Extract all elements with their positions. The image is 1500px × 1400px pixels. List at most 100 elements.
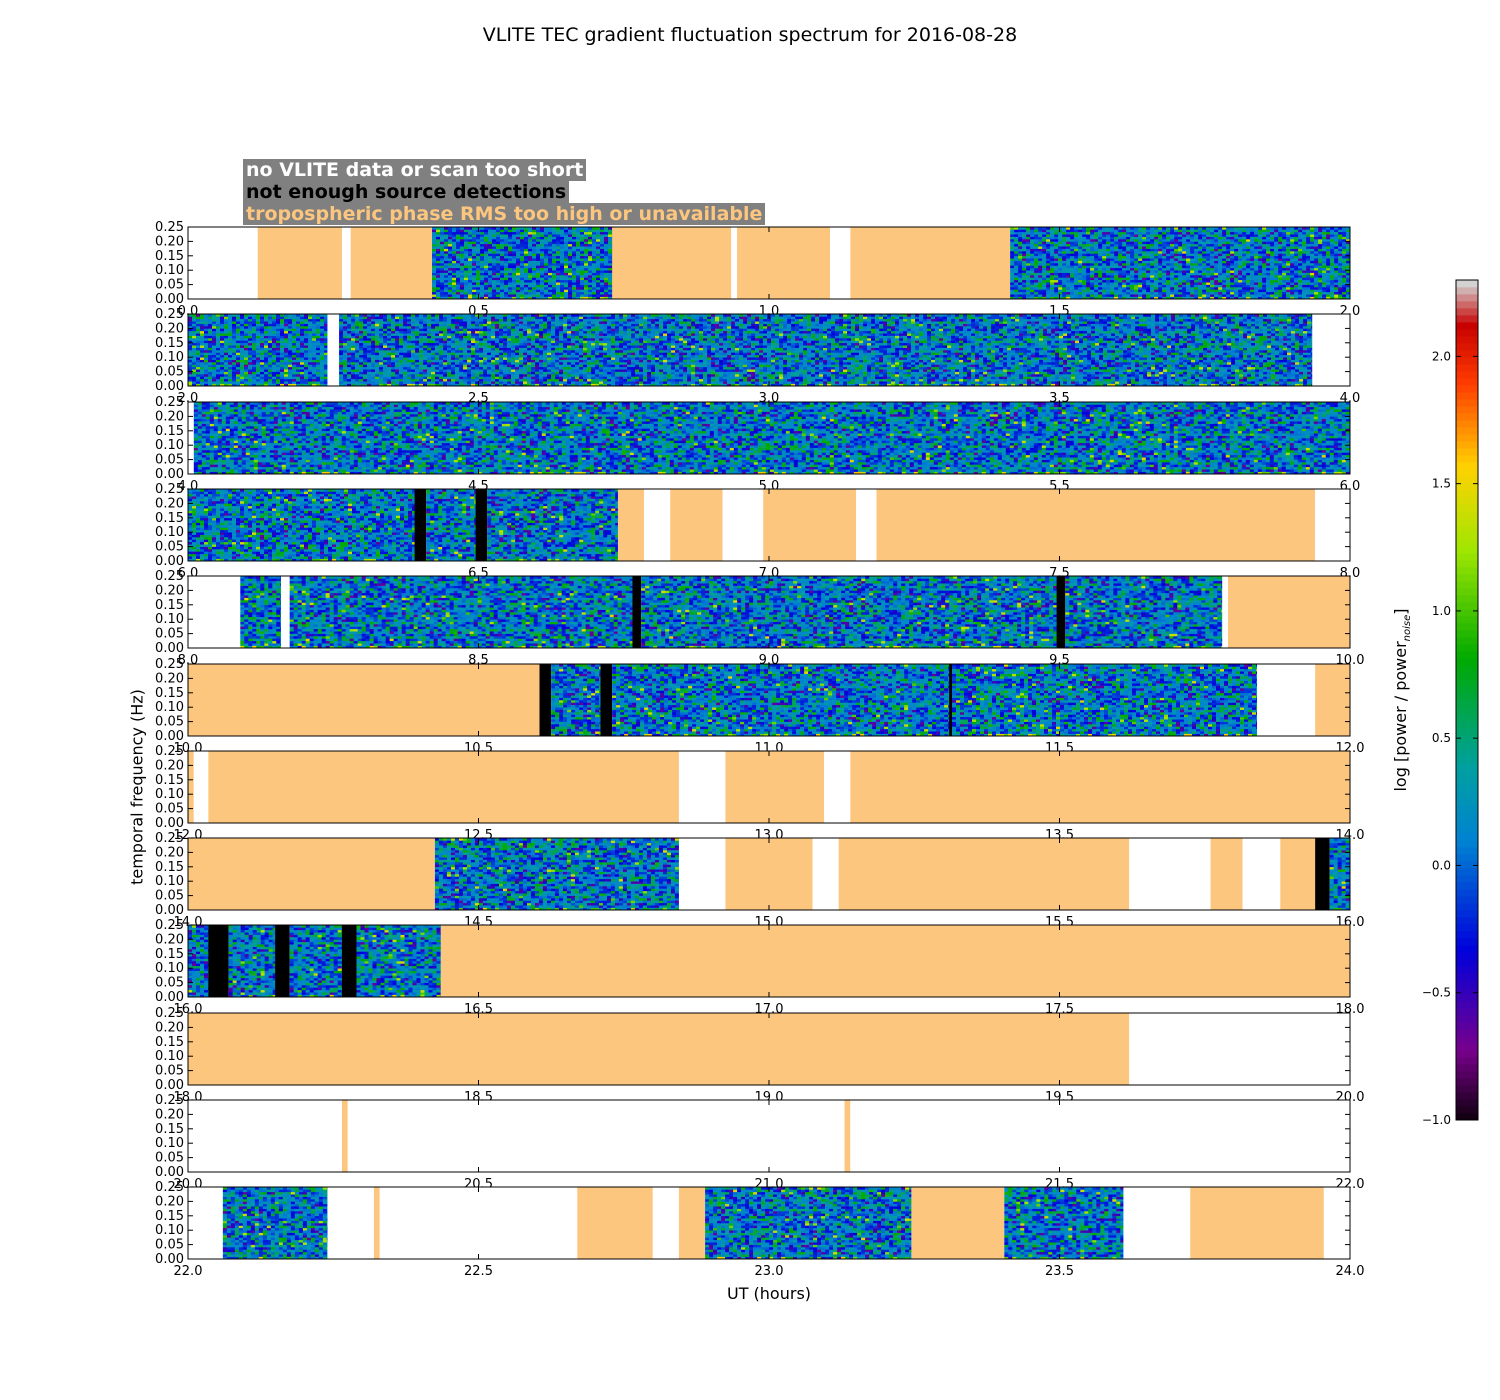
segment-na [188,664,540,736]
segment-data [356,925,441,997]
y-tick-label: 0.15 [155,1035,184,1050]
segment-white [188,1187,223,1259]
y-tick-label: 0.10 [155,612,184,627]
segment-white [1315,489,1350,561]
segment-black [1057,576,1066,648]
y-tick-label: 0.10 [155,438,184,453]
segment-white [723,489,764,561]
segment-white [327,1187,373,1259]
x-tick-label: 22.0 [174,1264,203,1279]
segment-na [441,925,1350,997]
y-tick-label: 0.25 [155,1180,184,1195]
x-axis-label: UT (hours) [727,1284,811,1303]
segment-na [208,751,679,823]
segment-data [229,925,276,997]
y-tick-label: 0.10 [155,961,184,976]
segment-na [188,751,194,823]
segment-na [612,227,731,299]
x-tick-label: 24.0 [1336,1264,1365,1279]
y-tick-label: 0.20 [155,932,184,947]
segment-white [644,489,670,561]
segment-white [188,227,258,299]
segment-na [670,489,722,561]
segment-na [850,751,1350,823]
colorbar-tick-label: 1.0 [1432,604,1451,618]
y-tick-label: 0.05 [155,1238,184,1253]
colorbar-tick-label: 2.0 [1432,349,1451,363]
y-tick-label: 0.05 [155,1064,184,1079]
segment-white [1324,1187,1350,1259]
segment-na [188,838,435,910]
y-tick-label: 0.05 [155,627,184,642]
y-tick-label: 0.15 [155,424,184,439]
panel-2: 0.000.050.100.150.200.252.0 2.5 3.0 3.5 4.0 [155,307,1360,406]
colorbar-tick-label: 0.0 [1432,858,1451,872]
y-axis-label: temporal frequency (Hz) [128,689,147,885]
segment-na [839,838,1130,910]
segment-black [1315,838,1330,910]
panel-3: 0.000.050.100.150.200.254.0 4.5 5.0 5.5 6.0 [155,395,1360,494]
segment-white [1243,838,1281,910]
segment-data [290,925,343,997]
y-tick-label: 0.15 [155,947,184,962]
y-tick-label: 0.25 [155,482,184,497]
segment-data [426,489,476,561]
y-tick-label: 0.10 [155,350,184,365]
y-tick-label: 0.10 [155,787,184,802]
segment-black [342,925,357,997]
segment-black [949,664,952,736]
segment-na [1280,838,1315,910]
segment-na [1211,838,1243,910]
x-tick-label: 23.5 [1045,1264,1074,1279]
y-tick-label: 0.15 [155,773,184,788]
segment-na [1228,576,1350,648]
y-tick-label: 0.15 [155,336,184,351]
segment-black [632,576,641,648]
y-tick-label: 0.15 [155,1209,184,1224]
segment-na [577,1187,653,1259]
segment-data [1004,1187,1123,1259]
panel-1: 0.000.050.100.150.200.250.0 0.5 1.0 1.5 2.0 [155,220,1360,319]
segment-black [540,664,552,736]
segment-white [1312,314,1350,386]
segment-white [653,1187,679,1259]
segment-na [725,838,812,910]
segment-na [374,1187,380,1259]
y-tick-label: 0.05 [155,802,184,817]
colorbar-tick-label: 0.5 [1432,731,1451,745]
segment-na [1315,664,1350,736]
segment-data [705,1187,912,1259]
segment-na [850,227,1010,299]
segment-data [435,838,679,910]
segment-data [290,576,633,648]
y-tick-label: 0.25 [155,395,184,410]
segment-data [194,402,1350,474]
y-tick-label: 0.20 [155,583,184,598]
y-tick-label: 0.05 [155,889,184,904]
y-tick-label: 0.15 [155,249,184,264]
legend-troposphere: tropospheric phase RMS too high or unava… [243,203,765,225]
y-tick-label: 0.05 [155,715,184,730]
segment-na [342,1100,348,1172]
y-tick-label: 0.25 [155,569,184,584]
segment-black [208,925,228,997]
legend-no-data: no VLITE data or scan too short [243,159,586,181]
y-tick-label: 0.15 [155,511,184,526]
segment-white [188,402,194,474]
y-tick-label: 0.20 [155,496,184,511]
segment-white [194,751,209,823]
segment-data [487,489,618,561]
y-tick-label: 0.20 [155,1194,184,1209]
y-tick-label: 0.15 [155,1122,184,1137]
segment-white [1123,1187,1190,1259]
y-tick-label: 0.10 [155,874,184,889]
y-tick-label: 0.25 [155,1006,184,1021]
y-tick-label: 0.20 [155,758,184,773]
